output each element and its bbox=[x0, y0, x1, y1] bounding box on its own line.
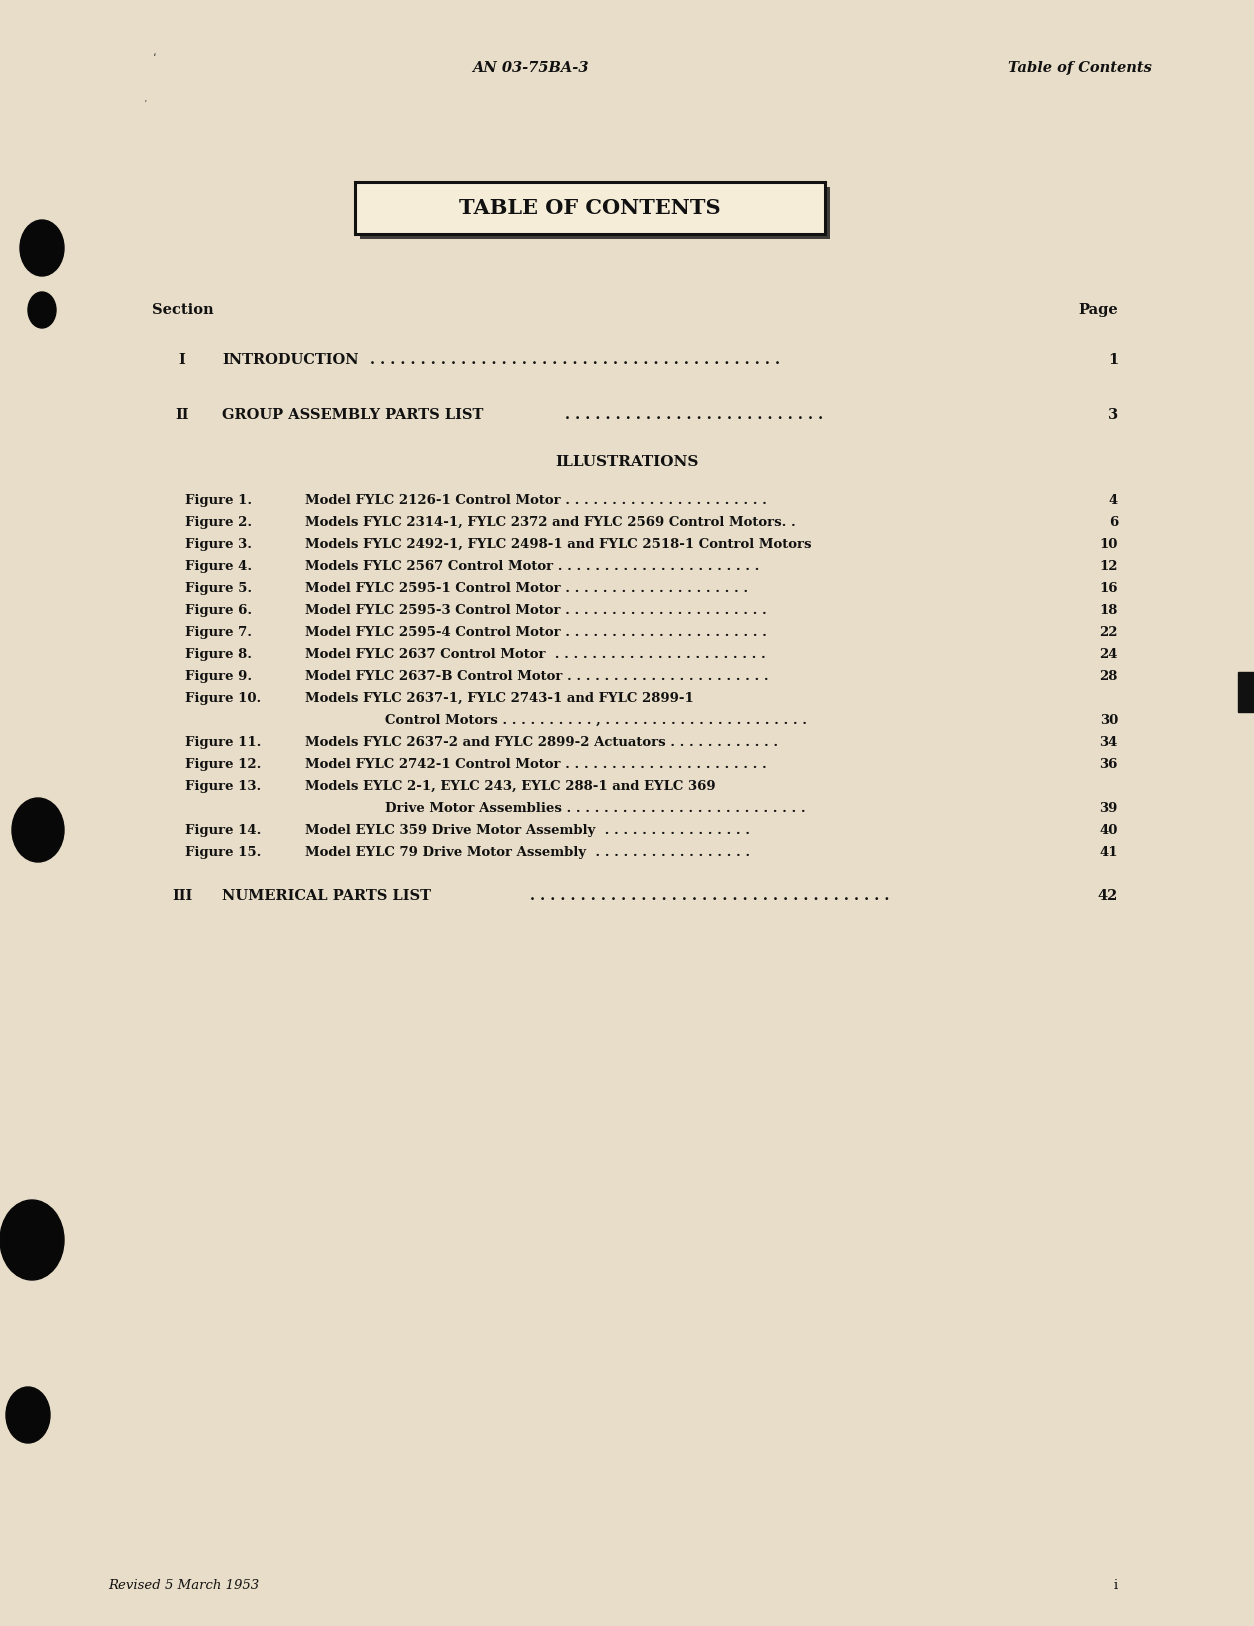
Text: . . . . . . . . . . . . . . . . . . . . . . . . . .: . . . . . . . . . . . . . . . . . . . . … bbox=[566, 408, 823, 423]
Text: II: II bbox=[176, 408, 189, 423]
Ellipse shape bbox=[6, 1387, 50, 1442]
Text: i: i bbox=[1114, 1579, 1119, 1592]
Text: Models FYLC 2637-1, FYLC 2743-1 and FYLC 2899-1: Models FYLC 2637-1, FYLC 2743-1 and FYLC… bbox=[305, 691, 693, 704]
Text: ‘: ‘ bbox=[153, 52, 157, 65]
Text: Figure 8.: Figure 8. bbox=[186, 647, 252, 660]
Text: Figure 7.: Figure 7. bbox=[186, 626, 252, 639]
Text: 28: 28 bbox=[1100, 670, 1119, 683]
Text: Control Motors . . . . . . . . . . , . . . . . . . . . . . . . . . . . . . . . .: Control Motors . . . . . . . . . . , . .… bbox=[385, 714, 808, 727]
Text: Section: Section bbox=[152, 302, 213, 317]
Text: 10: 10 bbox=[1100, 538, 1119, 551]
Text: Figure 14.: Figure 14. bbox=[186, 823, 261, 836]
Text: 22: 22 bbox=[1100, 626, 1119, 639]
Text: Model FYLC 2126-1 Control Motor . . . . . . . . . . . . . . . . . . . . . .: Model FYLC 2126-1 Control Motor . . . . … bbox=[305, 494, 767, 507]
Text: Figure 12.: Figure 12. bbox=[186, 758, 261, 771]
Text: TABLE OF CONTENTS: TABLE OF CONTENTS bbox=[459, 198, 721, 218]
FancyBboxPatch shape bbox=[360, 187, 830, 239]
Ellipse shape bbox=[13, 798, 64, 862]
Text: Models FYLC 2492-1, FYLC 2498-1 and FYLC 2518-1 Control Motors: Models FYLC 2492-1, FYLC 2498-1 and FYLC… bbox=[305, 538, 811, 551]
Text: Model FYLC 2637 Control Motor  . . . . . . . . . . . . . . . . . . . . . . .: Model FYLC 2637 Control Motor . . . . . … bbox=[305, 647, 766, 660]
Text: 24: 24 bbox=[1100, 647, 1119, 660]
Text: Page: Page bbox=[1078, 302, 1119, 317]
Text: Figure 10.: Figure 10. bbox=[186, 691, 261, 704]
Text: Models FYLC 2637-2 and FYLC 2899-2 Actuators . . . . . . . . . . . .: Models FYLC 2637-2 and FYLC 2899-2 Actua… bbox=[305, 735, 779, 748]
Text: 41: 41 bbox=[1100, 846, 1119, 859]
Text: 40: 40 bbox=[1100, 823, 1119, 836]
Text: Models EYLC 2-1, EYLC 243, EYLC 288-1 and EYLC 369: Models EYLC 2-1, EYLC 243, EYLC 288-1 an… bbox=[305, 779, 716, 792]
Text: 12: 12 bbox=[1100, 559, 1119, 572]
Text: 1: 1 bbox=[1107, 353, 1119, 367]
Text: 36: 36 bbox=[1100, 758, 1119, 771]
Text: Figure 1.: Figure 1. bbox=[186, 494, 252, 507]
Text: 34: 34 bbox=[1100, 735, 1119, 748]
Bar bbox=[1238, 672, 1254, 712]
Text: Model FYLC 2637-B Control Motor . . . . . . . . . . . . . . . . . . . . . .: Model FYLC 2637-B Control Motor . . . . … bbox=[305, 670, 769, 683]
Ellipse shape bbox=[20, 220, 64, 276]
Text: Drive Motor Assemblies . . . . . . . . . . . . . . . . . . . . . . . . . .: Drive Motor Assemblies . . . . . . . . .… bbox=[385, 802, 805, 815]
Text: Figure 3.: Figure 3. bbox=[186, 538, 252, 551]
Text: Figure 6.: Figure 6. bbox=[186, 603, 252, 616]
Text: Figure 2.: Figure 2. bbox=[186, 515, 252, 528]
Text: Figure 9.: Figure 9. bbox=[186, 670, 252, 683]
Text: Figure 5.: Figure 5. bbox=[186, 582, 252, 595]
Ellipse shape bbox=[28, 293, 56, 328]
Text: I: I bbox=[178, 353, 186, 367]
Text: 6: 6 bbox=[1109, 515, 1119, 528]
Text: Figure 4.: Figure 4. bbox=[186, 559, 252, 572]
FancyBboxPatch shape bbox=[355, 182, 825, 234]
Text: Revised 5 March 1953: Revised 5 March 1953 bbox=[108, 1579, 260, 1592]
Text: 3: 3 bbox=[1107, 408, 1119, 423]
Text: Table of Contents: Table of Contents bbox=[1008, 62, 1152, 75]
Text: Figure 13.: Figure 13. bbox=[186, 779, 261, 792]
Text: . . . . . . . . . . . . . . . . . . . . . . . . . . . . . . . . . . . .: . . . . . . . . . . . . . . . . . . . . … bbox=[530, 889, 889, 902]
Text: ’: ’ bbox=[143, 101, 147, 111]
Text: 42: 42 bbox=[1097, 889, 1119, 902]
Text: Model FYLC 2595-3 Control Motor . . . . . . . . . . . . . . . . . . . . . .: Model FYLC 2595-3 Control Motor . . . . … bbox=[305, 603, 766, 616]
Text: 16: 16 bbox=[1100, 582, 1119, 595]
Text: Models FYLC 2567 Control Motor . . . . . . . . . . . . . . . . . . . . . .: Models FYLC 2567 Control Motor . . . . .… bbox=[305, 559, 760, 572]
Text: 39: 39 bbox=[1100, 802, 1119, 815]
Text: ILLUSTRATIONS: ILLUSTRATIONS bbox=[556, 455, 698, 468]
Text: Model EYLC 79 Drive Motor Assembly  . . . . . . . . . . . . . . . . .: Model EYLC 79 Drive Motor Assembly . . .… bbox=[305, 846, 750, 859]
Text: 30: 30 bbox=[1100, 714, 1119, 727]
Text: Model FYLC 2742-1 Control Motor . . . . . . . . . . . . . . . . . . . . . .: Model FYLC 2742-1 Control Motor . . . . … bbox=[305, 758, 766, 771]
Text: Model FYLC 2595-4 Control Motor . . . . . . . . . . . . . . . . . . . . . .: Model FYLC 2595-4 Control Motor . . . . … bbox=[305, 626, 767, 639]
Text: III: III bbox=[172, 889, 192, 902]
Text: INTRODUCTION: INTRODUCTION bbox=[222, 353, 359, 367]
Text: AN 03-75BA-3: AN 03-75BA-3 bbox=[472, 62, 588, 75]
Text: Model FYLC 2595-1 Control Motor . . . . . . . . . . . . . . . . . . . .: Model FYLC 2595-1 Control Motor . . . . … bbox=[305, 582, 749, 595]
Text: GROUP ASSEMBLY PARTS LIST: GROUP ASSEMBLY PARTS LIST bbox=[222, 408, 483, 423]
Text: NUMERICAL PARTS LIST: NUMERICAL PARTS LIST bbox=[222, 889, 431, 902]
Text: Figure 11.: Figure 11. bbox=[186, 735, 261, 748]
Ellipse shape bbox=[0, 1200, 64, 1280]
Text: 4: 4 bbox=[1109, 494, 1119, 507]
Text: Models FYLC 2314-1, FYLC 2372 and FYLC 2569 Control Motors. .: Models FYLC 2314-1, FYLC 2372 and FYLC 2… bbox=[305, 515, 796, 528]
Text: Figure 15.: Figure 15. bbox=[186, 846, 261, 859]
Text: 18: 18 bbox=[1100, 603, 1119, 616]
Text: . . . . . . . . . . . . . . . . . . . . . . . . . . . . . . . . . . . . . . . . : . . . . . . . . . . . . . . . . . . . . … bbox=[370, 353, 780, 367]
Text: Model EYLC 359 Drive Motor Assembly  . . . . . . . . . . . . . . . .: Model EYLC 359 Drive Motor Assembly . . … bbox=[305, 823, 750, 836]
